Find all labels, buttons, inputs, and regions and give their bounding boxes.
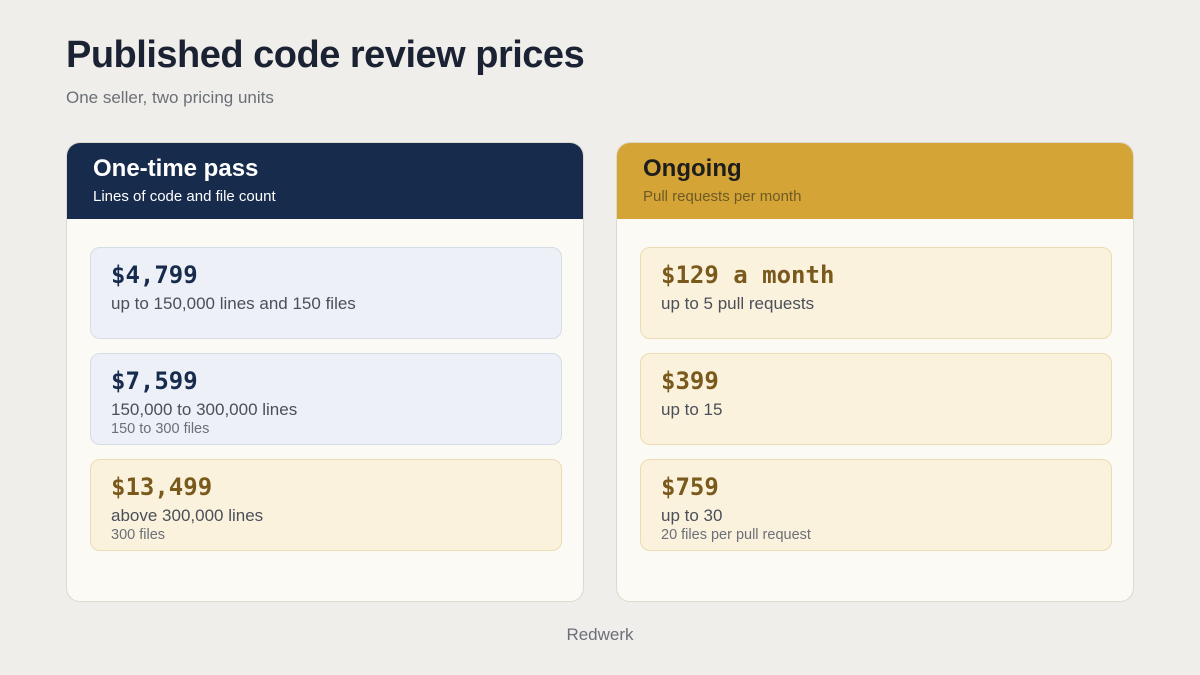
- price-tier-card: $7,599 150,000 to 300,000 lines 150 to 3…: [90, 353, 562, 445]
- panel-title: One-time pass: [93, 155, 259, 182]
- tier-price: $129 a month: [661, 261, 835, 289]
- price-tier-card: $399 up to 15: [640, 353, 1112, 445]
- panel-header: Ongoing Pull requests per month: [617, 143, 1133, 219]
- panel-title: Ongoing: [643, 155, 742, 182]
- tier-detail: up to 150,000 lines and 150 files: [111, 294, 356, 313]
- tier-note: 150 to 300 files: [111, 421, 210, 437]
- panel-subtitle: Lines of code and file count: [93, 188, 276, 205]
- one-time-pass-panel: One-time pass Lines of code and file cou…: [66, 142, 584, 602]
- panel-header: One-time pass Lines of code and file cou…: [67, 143, 583, 219]
- tier-detail: above 300,000 lines: [111, 506, 264, 525]
- tier-price: $4,799: [111, 261, 198, 289]
- footer-credit: Redwerk: [566, 625, 634, 644]
- price-tier-card: $13,499 above 300,000 lines 300 files: [90, 459, 562, 551]
- page-title: Published code review prices: [66, 34, 585, 76]
- tier-note: 300 files: [111, 527, 166, 543]
- tier-price: $759: [661, 473, 719, 501]
- tier-price: $7,599: [111, 367, 198, 395]
- tier-detail: 150,000 to 300,000 lines: [111, 400, 298, 419]
- tier-detail: up to 5 pull requests: [661, 294, 815, 313]
- panel-subtitle: Pull requests per month: [643, 188, 802, 205]
- price-tier-card: $4,799 up to 150,000 lines and 150 files: [90, 247, 562, 339]
- tier-detail: up to 30: [661, 506, 723, 525]
- price-tier-card: $129 a month up to 5 pull requests: [640, 247, 1112, 339]
- tier-detail: up to 15: [661, 400, 723, 419]
- tier-price: $399: [661, 367, 719, 395]
- tier-note: 20 files per pull request: [661, 527, 811, 543]
- price-tier-card: $759 up to 30 20 files per pull request: [640, 459, 1112, 551]
- ongoing-panel: Ongoing Pull requests per month $129 a m…: [616, 142, 1134, 602]
- page-subtitle: One seller, two pricing units: [66, 88, 274, 107]
- tier-price: $13,499: [111, 473, 213, 501]
